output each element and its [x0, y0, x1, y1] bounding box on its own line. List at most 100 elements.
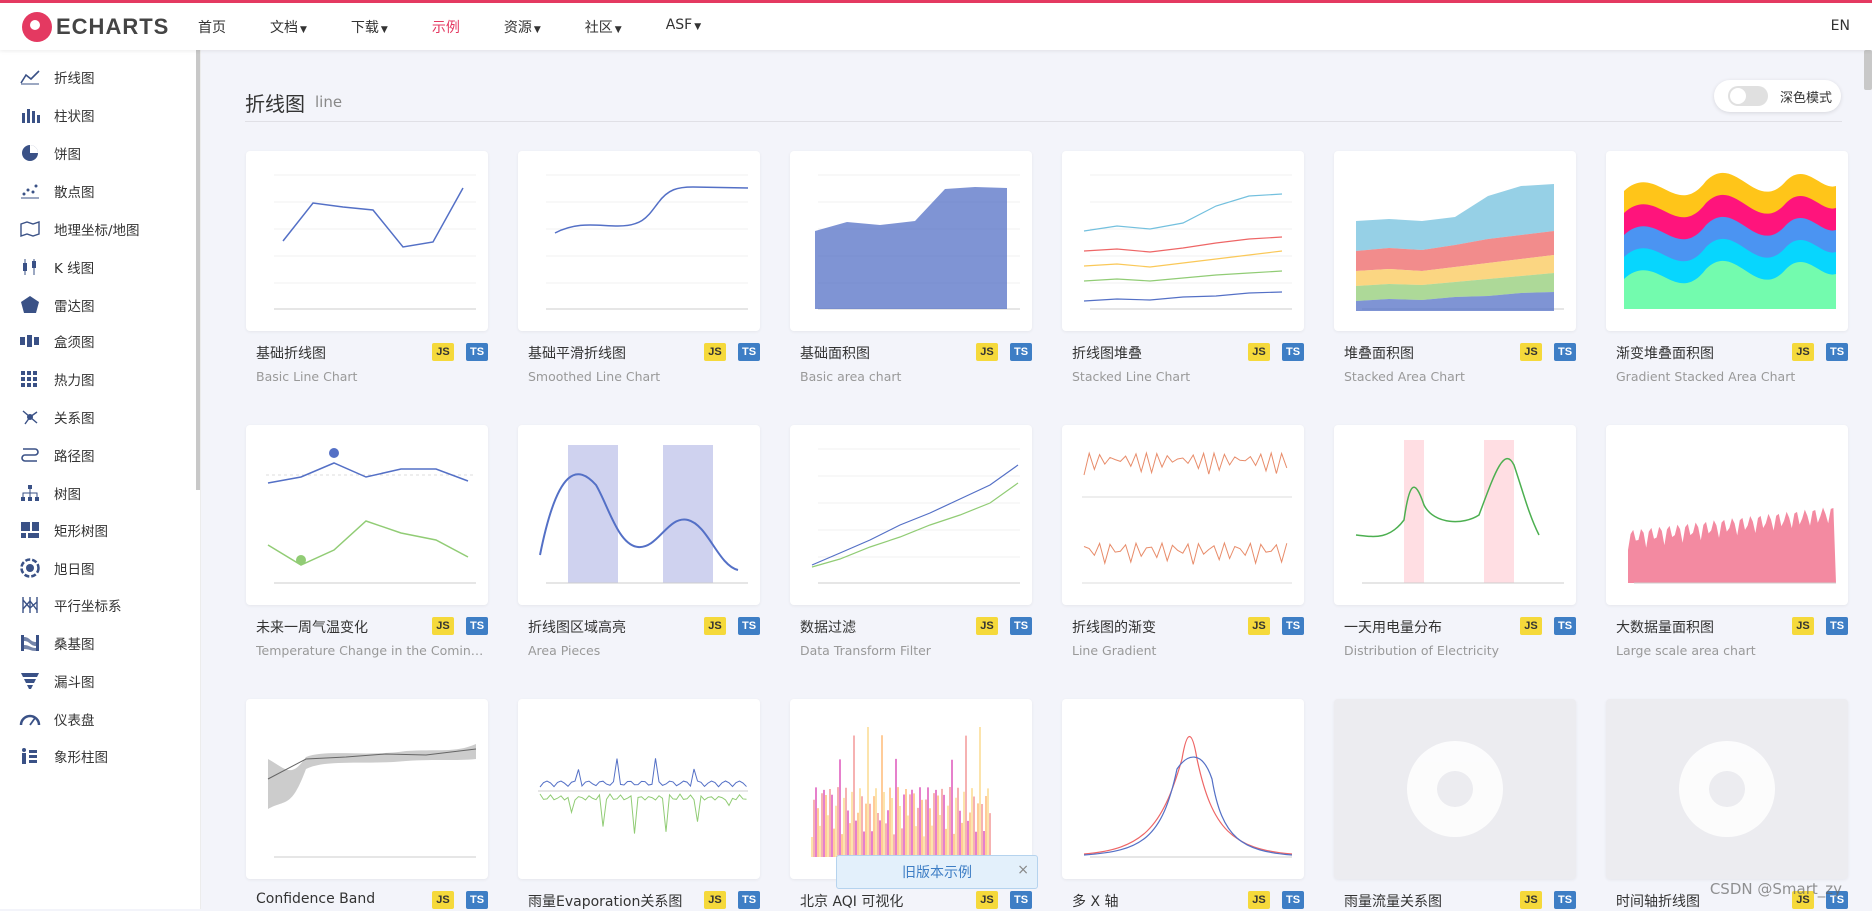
js-badge[interactable]: JS	[976, 617, 998, 635]
ts-badge[interactable]: TS	[1554, 343, 1576, 361]
chart-thumbnail[interactable]	[790, 699, 1032, 879]
card-title[interactable]: 折线图的渐变	[1072, 620, 1156, 636]
js-badge[interactable]: JS	[704, 891, 726, 909]
old-version-link[interactable]: 旧版本示例	[902, 865, 972, 881]
sidebar-item[interactable]: K 线图	[0, 252, 196, 282]
example-card[interactable]: 雨量Evaporation关系图 JS TS	[518, 699, 760, 910]
sidebar-item[interactable]: 折线图	[0, 62, 196, 92]
example-card[interactable]: 基础折线图 Basic Line Chart JS TS	[246, 151, 488, 384]
nav-item[interactable]: 资源 ▼	[504, 17, 541, 37]
nav-item[interactable]: 下载 ▼	[351, 17, 388, 37]
nav-item[interactable]: 首页	[198, 17, 226, 37]
chart-thumbnail[interactable]	[1062, 699, 1304, 879]
sidebar-item[interactable]: 雷达图	[0, 290, 196, 320]
ts-badge[interactable]: TS	[1554, 617, 1576, 635]
ts-badge[interactable]: TS	[738, 343, 760, 361]
card-title[interactable]: 基础平滑折线图	[528, 346, 626, 362]
language-switch[interactable]: EN	[1830, 18, 1850, 34]
sidebar-item[interactable]: 漏斗图	[0, 666, 196, 696]
chart-thumbnail[interactable]	[246, 699, 488, 879]
js-badge[interactable]: JS	[1792, 343, 1814, 361]
main-scrollbar[interactable]	[1864, 50, 1872, 90]
sidebar-item[interactable]: 旭日图	[0, 553, 196, 583]
ts-badge[interactable]: TS	[466, 343, 488, 361]
chart-thumbnail[interactable]	[246, 425, 488, 605]
ts-badge[interactable]: TS	[1826, 891, 1848, 909]
card-title[interactable]: 时间轴折线图	[1616, 894, 1700, 910]
nav-item[interactable]: 示例	[432, 17, 460, 37]
card-title[interactable]: 渐变堆叠面积图	[1616, 346, 1714, 362]
close-icon[interactable]: ×	[1017, 862, 1029, 878]
example-card[interactable]: 数据过滤 Data Transform Filter JS TS	[790, 425, 1032, 658]
js-badge[interactable]: JS	[432, 891, 454, 909]
ts-badge[interactable]: TS	[1282, 343, 1304, 361]
echarts-logo[interactable]: ECHARTS	[22, 11, 169, 43]
js-badge[interactable]: JS	[704, 617, 726, 635]
sidebar-scrollbar[interactable]	[196, 50, 200, 490]
js-badge[interactable]: JS	[432, 343, 454, 361]
thumbnail-placeholder[interactable]	[1606, 699, 1848, 879]
js-badge[interactable]: JS	[976, 343, 998, 361]
card-title[interactable]: Confidence Band	[256, 891, 376, 907]
example-card[interactable]: 大数据量面积图 Large scale area chart JS TS	[1606, 425, 1848, 658]
thumbnail-placeholder[interactable]	[1334, 699, 1576, 879]
ts-badge[interactable]: TS	[738, 617, 760, 635]
sidebar-item[interactable]: 矩形树图	[0, 515, 196, 545]
chart-thumbnail[interactable]	[518, 699, 760, 879]
ts-badge[interactable]: TS	[1826, 617, 1848, 635]
sidebar-item[interactable]: 树图	[0, 478, 196, 508]
example-card[interactable]: 雨量流量关系图 JS TS	[1334, 699, 1576, 910]
card-title[interactable]: 堆叠面积图	[1344, 346, 1414, 362]
chart-thumbnail[interactable]	[1334, 151, 1576, 331]
sidebar-item[interactable]: 柱状图	[0, 100, 196, 130]
ts-badge[interactable]: TS	[466, 617, 488, 635]
js-badge[interactable]: JS	[1520, 617, 1542, 635]
ts-badge[interactable]: TS	[466, 891, 488, 909]
js-badge[interactable]: JS	[1248, 891, 1270, 909]
card-title[interactable]: 基础折线图	[256, 346, 326, 362]
nav-item[interactable]: 文档 ▼	[270, 17, 307, 37]
example-card[interactable]: Confidence Band JS TS	[246, 699, 488, 909]
card-title[interactable]: 北京 AQI 可视化	[800, 894, 904, 910]
js-badge[interactable]: JS	[1520, 891, 1542, 909]
toggle-switch[interactable]	[1728, 86, 1768, 106]
card-title[interactable]: 多 X 轴	[1072, 894, 1119, 910]
ts-badge[interactable]: TS	[1010, 617, 1032, 635]
js-badge[interactable]: JS	[1248, 617, 1270, 635]
example-card[interactable]: 基础平滑折线图 Smoothed Line Chart JS TS	[518, 151, 760, 384]
card-title[interactable]: 一天用电量分布	[1344, 620, 1442, 636]
sidebar-item[interactable]: 仪表盘	[0, 704, 196, 734]
example-card[interactable]: 多 X 轴 JS TS	[1062, 699, 1304, 910]
card-title[interactable]: 大数据量面积图	[1616, 620, 1714, 636]
example-card[interactable]: 一天用电量分布 Distribution of Electricity JS TS	[1334, 425, 1576, 658]
ts-badge[interactable]: TS	[1282, 891, 1304, 909]
js-badge[interactable]: JS	[976, 891, 998, 909]
card-title[interactable]: 基础面积图	[800, 346, 870, 362]
ts-badge[interactable]: TS	[1554, 891, 1576, 909]
js-badge[interactable]: JS	[704, 343, 726, 361]
card-title[interactable]: 雨量流量关系图	[1344, 894, 1442, 910]
js-badge[interactable]: JS	[1520, 343, 1542, 361]
example-card[interactable]: 渐变堆叠面积图 Gradient Stacked Area Chart JS TS	[1606, 151, 1848, 384]
sidebar-item[interactable]: 路径图	[0, 440, 196, 470]
dark-mode-toggle[interactable]: 深色模式	[1714, 80, 1841, 112]
js-badge[interactable]: JS	[1248, 343, 1270, 361]
sidebar-item[interactable]: 饼图	[0, 138, 196, 168]
nav-item[interactable]: ASF ▼	[666, 17, 701, 37]
card-title[interactable]: 折线图区域高亮	[528, 620, 626, 636]
js-badge[interactable]: JS	[432, 617, 454, 635]
example-card[interactable]: 折线图的渐变 Line Gradient JS TS	[1062, 425, 1304, 658]
sidebar-item[interactable]: 关系图	[0, 402, 196, 432]
chart-thumbnail[interactable]	[1606, 425, 1848, 605]
chart-thumbnail[interactable]	[1062, 425, 1304, 605]
ts-badge[interactable]: TS	[738, 891, 760, 909]
card-title[interactable]: 数据过滤	[800, 620, 856, 636]
js-badge[interactable]: JS	[1792, 617, 1814, 635]
example-card[interactable]: 未来一周气温变化 Temperature Change in the Coming…	[246, 425, 488, 658]
ts-badge[interactable]: TS	[1010, 343, 1032, 361]
chart-thumbnail[interactable]	[1334, 425, 1576, 605]
sidebar-item[interactable]: 地理坐标/地图	[0, 214, 196, 244]
chart-thumbnail[interactable]	[1062, 151, 1304, 331]
chart-thumbnail[interactable]	[518, 151, 760, 331]
chart-thumbnail[interactable]	[790, 425, 1032, 605]
